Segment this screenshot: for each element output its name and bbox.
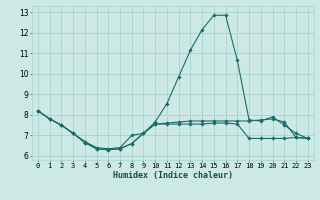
X-axis label: Humidex (Indice chaleur): Humidex (Indice chaleur) [113,171,233,180]
